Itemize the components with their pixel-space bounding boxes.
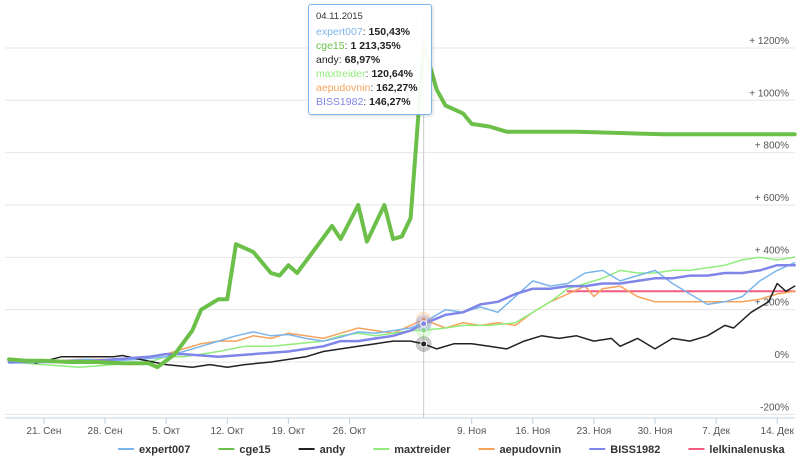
x-tick-label: 21. Сен [26,426,61,437]
tooltip-series-name: cge15 [316,40,345,52]
y-tick-label: + 800% [755,141,789,152]
tooltip-rows: expert007: 150,43% cge15: 1 213,35% andy: … [316,25,424,109]
legend-item-aepudovnin[interactable]: aepudovnin [478,444,562,456]
tooltip-row-andy: andy: 68,97% [316,53,424,67]
tooltip-series-value: 68,97% [344,54,381,66]
tooltip-row-expert007: expert007: 150,43% [316,25,424,39]
tooltip-separator: : [370,82,377,94]
legend-label: expert007 [139,444,190,456]
hover-marker-biss1982 [420,320,428,328]
x-tick-label: 12. Окт [210,426,244,437]
tooltip-series-value: 146,27% [369,96,411,108]
tooltip-row-aepudovnin: aepudovnin: 162,27% [316,81,424,95]
tooltip-series-name: andy [316,54,339,66]
hover-marker-andy [420,340,428,348]
x-tick-label: 14. Дек [761,426,795,437]
y-tick-label: + 600% [755,193,789,204]
legend-item-cge15[interactable]: cge15 [218,444,271,456]
legend[interactable]: expert007 cge15 andy maxtreider aepudovnin BI… [118,444,786,456]
legend-item-lelkinalenuska[interactable]: lelkinalenuska [688,444,786,456]
series-line-maxtreider [8,256,796,368]
x-tick-label: 7. Дек [702,426,730,437]
y-tick-label: -200% [760,402,789,413]
tooltip-series-name: expert007 [316,26,363,38]
x-tick-label: 16. Ноя [515,426,550,437]
hover-tooltip: 04.11.2015 expert007: 150,43% cge15: 1 21… [308,4,432,115]
y-tick-label: 0% [775,350,790,361]
x-tick-label: 26. Окт [333,426,367,437]
legend-label: maxtreider [394,444,451,456]
tooltip-series-name: aepudovnin [316,82,371,94]
y-tick-label: + 1200% [749,36,789,47]
tooltip-series-name: BISS1982 [316,96,364,108]
series-line-andy [34,282,796,368]
tooltip-separator: : [344,40,351,52]
legend-item-expert007[interactable]: expert007 [118,444,190,456]
tooltip-series-value: 120,64% [371,68,413,80]
x-tick-label: 28. Сен [88,426,123,437]
x-tick-label: 5. Окт [152,426,180,437]
tooltip-row-maxtreider: maxtreider: 120,64% [316,67,424,81]
series-line-cge15 [7,42,797,370]
y-axis: + 1200% + 1000% + 800% + 600% + 400% + 200% 0%… [749,36,789,413]
tooltip-separator: : [338,54,345,66]
tooltip-separator: : [362,26,369,38]
tooltip-separator: : [363,96,370,108]
x-tick-label: 19. Окт [272,426,306,437]
legend-label: andy [320,444,347,456]
x-axis: 21. Сен 28. Сен 5. Окт 12. Окт 19. Окт 26. Ок… [5,417,795,437]
tooltip-row-biss1982: BISS1982: 146,27% [316,95,424,109]
legend-label: aepudovnin [500,444,562,456]
tooltip-row-cge15: cge15: 1 213,35% [316,39,424,53]
y-tick-label: + 400% [755,245,789,256]
tooltip-separator: : [365,68,372,80]
legend-label: cge15 [239,444,270,456]
tooltip-series-value: 1 213,35% [350,40,401,52]
tooltip-date: 04.11.2015 [316,11,363,22]
series-line-biss1982 [7,263,796,364]
legend-item-andy[interactable]: andy [298,444,347,456]
legend-item-biss1982[interactable]: BISS1982 [589,444,660,456]
legend-item-maxtreider[interactable]: maxtreider [373,444,451,456]
x-tick-label: 23. Ноя [576,426,611,437]
legend-label: lelkinalenuska [709,444,785,456]
tooltip-series-name: maxtreider [316,68,366,80]
x-tick-label: 30. Ноя [638,426,673,437]
tooltip-series-value: 150,43% [368,26,410,38]
legend-label: BISS1982 [610,444,660,456]
y-tick-label: + 1000% [749,88,789,99]
hover-marker-maxtreider [420,326,428,334]
y-tick-label: + 200% [755,298,789,309]
series-line-aepudovnin [8,285,796,363]
tooltip-series-value: 162,27% [376,82,418,94]
x-tick-label: 9. Ноя [457,426,486,437]
